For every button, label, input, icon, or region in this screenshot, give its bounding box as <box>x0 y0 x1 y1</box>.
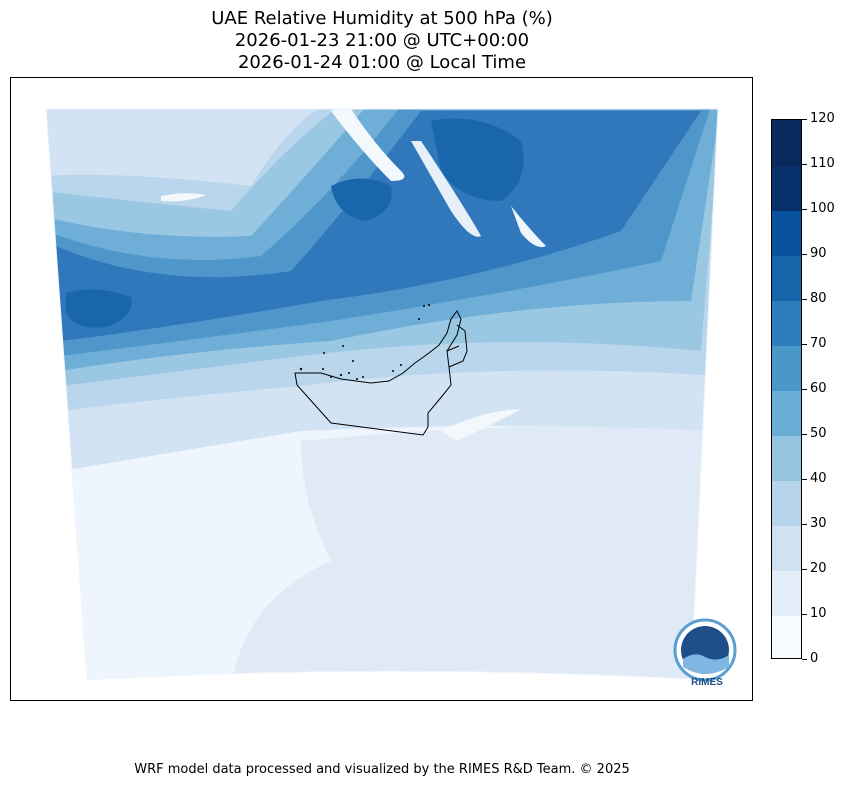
colorbar-tick-label: 20 <box>810 561 827 576</box>
colorbar-band <box>772 165 801 211</box>
colorbar-tick <box>802 568 807 570</box>
colorbar-band <box>772 570 801 616</box>
humidity-field <box>46 109 718 680</box>
colorbar-band <box>772 345 801 391</box>
footer-credit: WRF model data processed and visualized … <box>134 762 630 777</box>
colorbar-tick <box>802 388 807 390</box>
colorbar-tick-label: 30 <box>810 516 827 531</box>
field-core-north <box>431 118 524 201</box>
colorbar-band <box>772 300 801 346</box>
field-dry-streak-2 <box>411 141 481 237</box>
utc-time: 2026-01-23 21:00 @ UTC+00:00 <box>234 30 530 51</box>
uae-islands <box>299 304 430 380</box>
colorbar-band <box>772 390 801 436</box>
colorbar-tick <box>802 478 807 480</box>
map-panel <box>10 77 753 701</box>
local-time: 2026-01-24 01:00 @ Local Time <box>237 52 527 73</box>
colorbar-tick <box>802 523 807 525</box>
colorbar <box>771 119 802 659</box>
colorbar-tick-label: 10 <box>810 606 827 621</box>
humidity-map <box>45 108 719 681</box>
logo-wave <box>683 654 729 674</box>
colorbar-tick <box>802 658 807 660</box>
map-title: UAE Relative Humidity at 500 hPa (%) <box>211 8 553 29</box>
colorbar-tick-label: 0 <box>810 651 819 666</box>
colorbar-band <box>772 480 801 526</box>
colorbar-band <box>772 615 801 658</box>
colorbar-tick-label: 110 <box>810 156 835 171</box>
colorbar-tick <box>802 343 807 345</box>
field-core-central <box>331 178 392 221</box>
rimes-logo: RIMES <box>673 617 741 689</box>
field-dry-spot <box>161 193 206 202</box>
colorbar-tick-label: 90 <box>810 246 827 261</box>
field-core-west <box>66 289 132 328</box>
colorbar-band <box>772 435 801 481</box>
field-dry-streak-3 <box>511 206 546 248</box>
colorbar-tick <box>802 208 807 210</box>
colorbar-tick-label: 60 <box>810 381 827 396</box>
uae-eastern-coast <box>448 324 468 368</box>
uae-borders <box>294 310 468 436</box>
domain-outline <box>45 108 719 681</box>
colorbar-band <box>772 210 801 256</box>
uae-internal-border <box>446 345 460 352</box>
field-dry-streak-1 <box>331 109 405 181</box>
colorbar-tick <box>802 163 807 165</box>
colorbar-tick <box>802 613 807 615</box>
field-band-70 <box>56 111 701 341</box>
colorbar-tick-label: 70 <box>810 336 827 351</box>
colorbar-tick <box>802 433 807 435</box>
colorbar-tick-label: 120 <box>810 111 835 126</box>
logo-text: RIMES <box>691 677 723 688</box>
colorbar-tick <box>802 253 807 255</box>
colorbar-tick-label: 80 <box>810 291 827 306</box>
colorbar-tick <box>802 118 807 120</box>
colorbar-tick-label: 100 <box>810 201 835 216</box>
field-dry-spot-south <box>441 409 521 441</box>
colorbar-tick-label: 40 <box>810 471 827 486</box>
colorbar-band <box>772 120 801 166</box>
colorbar-tick <box>802 298 807 300</box>
uae-outline <box>294 310 462 436</box>
colorbar-band <box>772 255 801 301</box>
field-low-south <box>231 425 718 680</box>
colorbar-band <box>772 525 801 571</box>
colorbar-tick-label: 50 <box>810 426 827 441</box>
